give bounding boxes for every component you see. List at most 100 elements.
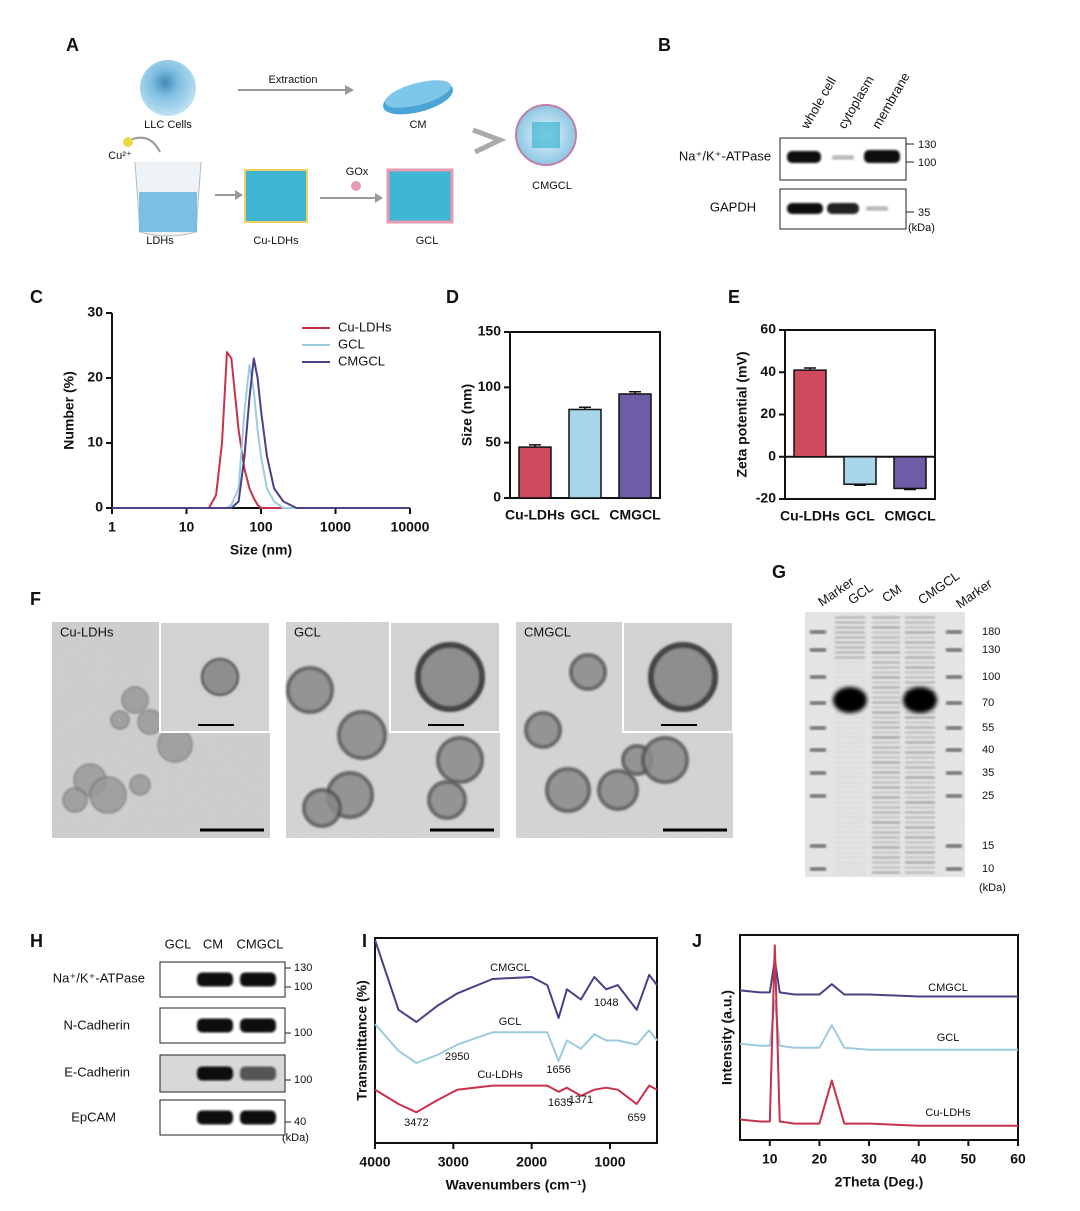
lane-label: CM bbox=[203, 936, 223, 951]
lane-band bbox=[872, 731, 900, 734]
lane-band bbox=[835, 781, 865, 784]
marker-label: 100 bbox=[918, 157, 936, 169]
lane-band bbox=[872, 806, 900, 809]
lane-band bbox=[872, 831, 900, 834]
lane-band bbox=[835, 846, 865, 849]
y-tick-label: 100 bbox=[478, 378, 502, 394]
band bbox=[197, 1018, 233, 1033]
y-axis-label: Zeta potential (mV) bbox=[734, 351, 750, 477]
lane-band bbox=[905, 871, 935, 874]
lane-band bbox=[905, 626, 935, 629]
blot-b: whole cell cytoplasm membrane Na⁺/K⁺-ATP… bbox=[679, 70, 936, 234]
inset-particle bbox=[201, 658, 239, 696]
legend-label: GCL bbox=[338, 336, 365, 351]
lane-band bbox=[835, 841, 865, 844]
particle bbox=[597, 769, 639, 811]
marker-band bbox=[810, 771, 826, 775]
panel-letter: A bbox=[66, 35, 79, 55]
series-label: Cu-LDHs bbox=[477, 1069, 523, 1081]
lane-band bbox=[835, 871, 865, 874]
lane-band bbox=[835, 636, 865, 639]
particle bbox=[436, 736, 484, 784]
y-tick-label: 20 bbox=[87, 369, 103, 385]
x-tick-label: 2000 bbox=[516, 1154, 547, 1170]
lane-band bbox=[835, 856, 865, 859]
lane-band bbox=[872, 776, 900, 779]
lane-band bbox=[872, 681, 900, 684]
x-tick-label: 60 bbox=[1010, 1151, 1026, 1167]
lane-band bbox=[835, 641, 865, 644]
bar bbox=[793, 369, 827, 458]
lane-band bbox=[872, 871, 900, 874]
lane-band bbox=[872, 866, 900, 869]
lane-band bbox=[872, 636, 900, 639]
membrane-icon bbox=[385, 80, 451, 108]
marker-label: 40 bbox=[294, 1116, 306, 1128]
annotation: 1635 bbox=[548, 1097, 572, 1109]
bar bbox=[843, 456, 877, 485]
x-axis-label: 2Theta (Deg.) bbox=[835, 1174, 924, 1190]
x-axis-label: Wavenumbers (cm⁻¹) bbox=[446, 1177, 587, 1193]
lane-band bbox=[835, 616, 865, 619]
label: LLC Cells bbox=[144, 119, 192, 131]
lane-band bbox=[905, 746, 935, 749]
y-tick-label: 40 bbox=[760, 363, 776, 379]
lane-band bbox=[872, 751, 900, 754]
lane-band bbox=[835, 646, 865, 649]
marker-label: 35 bbox=[982, 767, 994, 779]
panel-letters: A B C D E F G H I J bbox=[30, 35, 786, 951]
x-tick-label: GCL bbox=[845, 508, 875, 524]
band bbox=[197, 1110, 233, 1125]
marker-band bbox=[946, 771, 962, 775]
lane-band bbox=[872, 811, 900, 814]
x-tick-label: Cu-LDHs bbox=[505, 507, 565, 523]
band bbox=[197, 972, 233, 987]
panel-letter: D bbox=[446, 287, 459, 307]
x-tick-label: GCL bbox=[570, 507, 600, 523]
marker-label: 10 bbox=[982, 863, 994, 875]
annotation: 3472 bbox=[404, 1117, 428, 1129]
x-tick-label: 10 bbox=[179, 519, 195, 535]
lane-band bbox=[835, 836, 865, 839]
cell-icon bbox=[140, 60, 196, 116]
panel-letter: I bbox=[362, 931, 367, 951]
band bbox=[832, 155, 854, 160]
lane-band bbox=[872, 756, 900, 759]
lane-band bbox=[905, 836, 935, 839]
lane-band bbox=[905, 766, 935, 769]
label: Cu-LDHs bbox=[253, 235, 299, 247]
error-bar bbox=[854, 484, 866, 487]
marker-label: 100 bbox=[982, 671, 1000, 683]
lane-band bbox=[872, 646, 900, 649]
y-tick-label: 20 bbox=[760, 405, 776, 421]
label: Cu²⁺ bbox=[108, 150, 132, 162]
x-tick-label: 40 bbox=[911, 1151, 927, 1167]
lane-band bbox=[872, 656, 900, 659]
y-axis-label: Transmittance (%) bbox=[354, 980, 370, 1101]
lane-band bbox=[872, 816, 900, 819]
band bbox=[866, 206, 888, 211]
marker-band bbox=[810, 794, 826, 798]
lane-band bbox=[872, 691, 900, 694]
lane-band bbox=[872, 746, 900, 749]
arrow-head bbox=[375, 193, 383, 203]
lane-label: GCL bbox=[165, 936, 192, 951]
label: GOx bbox=[346, 166, 369, 178]
lane-band bbox=[905, 866, 935, 869]
series-label: CMGCL bbox=[928, 982, 968, 994]
y-tick-label: 10 bbox=[87, 434, 103, 450]
lane-band bbox=[835, 866, 865, 869]
image-label: CMGCL bbox=[524, 624, 571, 639]
lane-band bbox=[905, 641, 935, 644]
marker-label: 100 bbox=[294, 1074, 312, 1086]
lane-band bbox=[905, 681, 935, 684]
x-tick-label: 20 bbox=[812, 1151, 828, 1167]
lane-band bbox=[872, 706, 900, 709]
y-axis-label: Size (nm) bbox=[459, 384, 475, 446]
particle bbox=[545, 767, 591, 813]
lane-band bbox=[872, 796, 900, 799]
lane-band bbox=[905, 831, 935, 834]
chart: 10 20 30 40 50 60 2Theta (Deg.) Intensity (a.u.… bbox=[719, 934, 1026, 1190]
lane-band bbox=[835, 756, 865, 759]
gel: Marker GCL CM CMGCL Marker (kDa) 1801301… bbox=[805, 568, 1006, 894]
